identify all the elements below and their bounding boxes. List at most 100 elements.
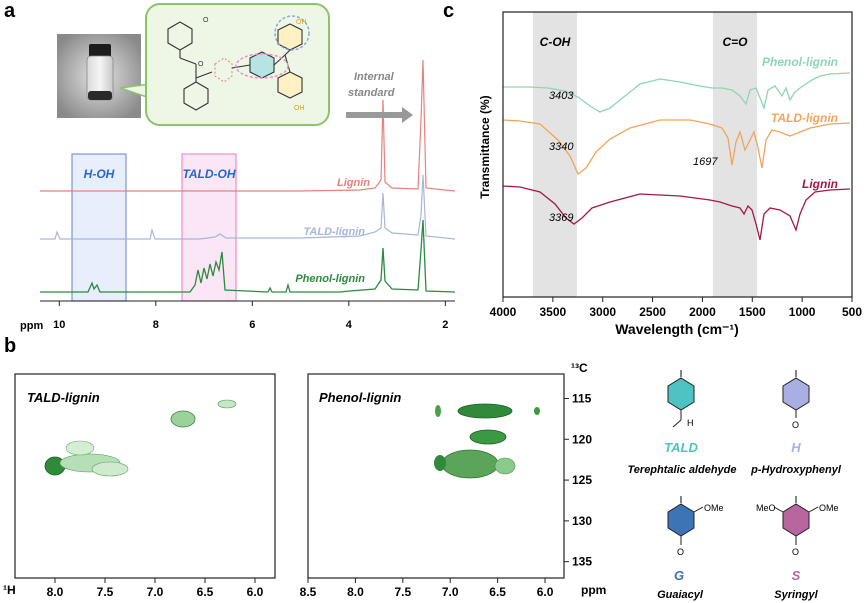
legend-s-o: O — [792, 547, 799, 557]
ring-phenol-upper — [277, 23, 303, 51]
hsqc-tald-tick-7.5-label: 7.5 — [97, 585, 114, 599]
hsqc-phenol-title: Phenol-lignin — [319, 390, 401, 405]
hsqc-tald-tick-6.5-label: 6.5 — [197, 585, 214, 599]
vial-photo — [57, 34, 141, 118]
hsqc-phenol-tick-7.5-label: 7.5 — [394, 585, 411, 599]
ftir-series-label-phenol: Phenol-lignin — [762, 55, 838, 69]
nmr-tick-10-label: 10 — [53, 319, 65, 331]
legend-tald-sub: H — [687, 418, 694, 428]
nmr-tick-6-label: 6 — [249, 319, 255, 331]
peak-label-3369: 3369 — [549, 212, 573, 224]
ftir-frame — [502, 11, 853, 298]
series-label-tald-lignin: TALD-lignin — [304, 226, 366, 238]
hsqc-phenol-x-ticks: 8.5 8.0 7.5 7.0 6.5 6.0 — [300, 578, 554, 599]
ftir-tick-2500-label: 2500 — [639, 305, 666, 319]
legend-tald-name: Terephtalic aldehyde — [627, 464, 736, 476]
crosspeak-tald-6 — [65, 440, 95, 456]
nmr-tick-2-label: 2 — [442, 319, 448, 331]
crosspeak-tald-5 — [91, 461, 129, 477]
ftir-tick-2000-label: 2000 — [689, 305, 716, 319]
struct-label-o2: O — [198, 61, 204, 68]
internal-standard-arrow — [346, 107, 413, 123]
ring-tald — [249, 51, 275, 79]
ftir-trace-phenol — [503, 72, 851, 113]
hsqc-ytick-135-label: 135 — [572, 555, 592, 569]
hsqc-tald-tick-8-label: 8.0 — [47, 585, 64, 599]
hsqc-phenol-tick-8-label: 8.0 — [347, 585, 364, 599]
peak-label-1697: 1697 — [693, 156, 718, 168]
series-label-phenol-lignin: Phenol-lignin — [295, 273, 365, 285]
legend-h-abbr: H — [791, 440, 801, 455]
nmr-tick-8-label: 8 — [153, 319, 159, 331]
legend-g-sub: OMe — [704, 503, 724, 513]
legend-s-sub: MeO — [756, 503, 776, 513]
ftir-tick-1500-label: 1500 — [739, 305, 766, 319]
legend-s: OMe MeO O S Syringyl — [756, 496, 839, 601]
nmr-x-ticks: 10 8 6 4 2 — [53, 301, 448, 331]
internal-standard-label-1: Internal — [354, 71, 395, 83]
hsqc-phenol-chart: Phenol-lignin 8.5 8.0 7.5 7.0 6.5 6.0 1151201… — [300, 361, 607, 599]
ftir-tick-3500-label: 3500 — [540, 305, 567, 319]
hsqc-ytick-125-label: 125 — [572, 473, 592, 487]
band-c-o — [713, 12, 757, 297]
ftir-tick-500-label: 500 — [842, 305, 862, 319]
legend-g: OMe O G Guaiacyl — [657, 496, 724, 601]
ftir-series-label-lignin: Lignin — [802, 177, 838, 191]
hsqc-phenol-tick-8.5-label: 8.5 — [300, 585, 317, 599]
hsqc-ytick-115-label: 115 — [572, 391, 592, 405]
ftir-trace-tald — [502, 119, 851, 176]
crosspeak-phenol-3 — [435, 405, 441, 417]
nmr-tick-4-label: 4 — [346, 319, 353, 331]
crosspeak-phenol-1 — [457, 403, 513, 419]
hsqc-tald-x-ticks: 8.0 7.5 7.0 6.5 6.0 — [47, 578, 264, 599]
nmr-xlabel: ppm — [20, 320, 43, 332]
crosspeak-phenol-2 — [469, 429, 507, 445]
hsqc-phenol-ylabel: ¹³C — [571, 361, 588, 375]
legend-s-ome: OMe — [819, 503, 839, 513]
struct-label-oh1: OH — [296, 19, 307, 26]
ring-g-unit — [183, 81, 209, 111]
legend-s-abbr: S — [792, 568, 801, 583]
nmr-1h-chart: H-OH TALD-OH ppm Lignin TALD-lignin Phen… — [20, 59, 456, 332]
hsqc-phenol-tick-6-label: 6.0 — [537, 585, 554, 599]
legend-g-o: O — [677, 547, 684, 557]
phenol-highlight — [274, 15, 310, 51]
peak-label-3340: 3340 — [549, 141, 574, 153]
panel-label-a: a — [4, 0, 16, 22]
legend-tald: H TALD Terephtalic aldehyde — [627, 370, 737, 476]
crosspeak-phenol-5 — [441, 449, 499, 479]
hsqc-ytick-130-label: 130 — [572, 514, 592, 528]
acetal-ring — [214, 57, 233, 83]
nmr-trace-phenol — [40, 219, 456, 293]
legend-g-abbr: G — [674, 568, 684, 583]
nmr-trace-tald — [40, 174, 456, 240]
ftir-xlabel: Wavelength (cm⁻¹) — [615, 321, 739, 337]
hsqc-tald-xlabel: ¹H — [3, 583, 16, 597]
struct-label-o1: O — [203, 17, 209, 24]
panel-label-b: b — [4, 335, 16, 357]
legend-h-sub: O — [792, 420, 799, 430]
band-label-c-o: C=O — [722, 35, 748, 49]
legend-s-name: Syringyl — [774, 589, 818, 601]
ftir-tick-3000-label: 3000 — [589, 305, 616, 319]
tald-highlight — [235, 53, 289, 79]
hsqc-phenol-tick-7-label: 7.0 — [442, 585, 459, 599]
legend-tald-abbr: TALD — [664, 440, 698, 455]
hsqc-tald-tick-6-label: 6.0 — [247, 585, 264, 599]
legend-h: O H p-Hydroxyphenyl — [750, 370, 842, 476]
structure-legend: H TALD Terephtalic aldehyde O H p-Hydrox… — [627, 370, 842, 601]
legend-h-name: p-Hydroxyphenyl — [750, 464, 842, 476]
hsqc-tald-title: TALD-lignin — [27, 390, 100, 405]
legend-g-name: Guaiacyl — [657, 589, 704, 601]
series-label-lignin: Lignin — [337, 177, 370, 189]
crosspeak-phenol-6 — [434, 455, 446, 471]
band-c-oh — [533, 12, 577, 297]
lignin-model-structure — [167, 21, 303, 111]
region-label-h-oh: H-OH — [84, 167, 115, 181]
crosspeak-tald-1 — [170, 410, 196, 428]
crosspeak-tald-2 — [217, 399, 237, 409]
ftir-series-label-tald: TALD-lignin — [771, 111, 838, 125]
struct-label-oh2: OH — [294, 105, 305, 112]
region-label-tald-oh: TALD-OH — [182, 167, 235, 181]
